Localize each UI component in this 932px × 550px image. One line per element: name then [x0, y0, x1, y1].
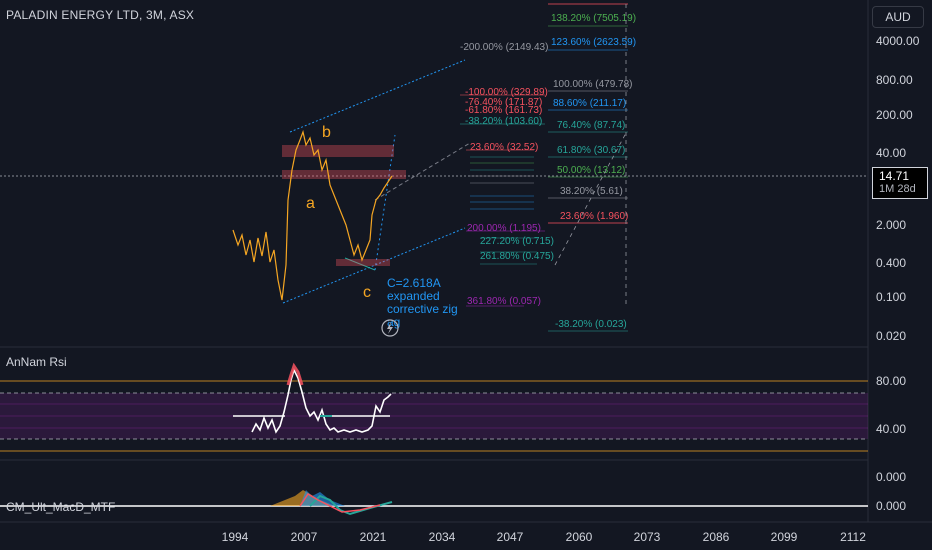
- symbol-title[interactable]: PALADIN ENERGY LTD, 3M, ASX: [6, 8, 195, 22]
- rsi-axis-80: 80.00: [876, 374, 906, 388]
- svg-text:C=2.618A: C=2.618A: [387, 276, 441, 290]
- price-axis-label: 40.00: [876, 146, 906, 160]
- fib-left-label: -76.40% (171.87): [465, 97, 542, 108]
- time-axis[interactable]: 1994 2007 2021 2034 2047 2060 2073 2086 …: [222, 530, 867, 544]
- last-price-tag: 14.71 1M 28d: [872, 167, 928, 199]
- macd-axis-zero: 0.000: [876, 499, 906, 513]
- fib-left-label: -100.00% (329.89): [465, 87, 548, 98]
- annotation-text[interactable]: C=2.618A expanded corrective zig ag: [387, 276, 458, 329]
- price-axis-label: 2.000: [876, 218, 906, 232]
- time-axis-label: 2047: [497, 530, 524, 544]
- fib-right-label: 88.60% (211.17): [553, 98, 626, 109]
- price-axis-label: 800.00: [876, 73, 913, 87]
- time-axis-label: 2112: [840, 530, 866, 544]
- fib-right-label: 61.80% (30.67): [557, 145, 625, 156]
- currency-button[interactable]: AUD: [872, 6, 924, 28]
- time-axis-label: 2060: [566, 530, 593, 544]
- time-axis-label: 2034: [429, 530, 456, 544]
- fib-right-levels[interactable]: 138.20% (7505.19) 123.60% (2623.59) 100.…: [548, 3, 636, 332]
- fib-right-label: 38.20% (5.61): [560, 186, 623, 197]
- macd-indicator-title[interactable]: CM_Ult_MacD_MTF: [6, 500, 116, 514]
- last-price: 14.71: [879, 169, 910, 183]
- fib-left-label: 361.80% (0.057): [467, 296, 541, 307]
- time-axis-label: 2099: [771, 530, 798, 544]
- fib-right-label: -38.20% (0.023): [555, 319, 627, 330]
- fib-left-label: -61.80% (161.73): [465, 105, 542, 116]
- wave-label-c: c: [363, 284, 371, 301]
- svg-text:corrective zig: corrective zig: [387, 302, 458, 316]
- time-axis-label: 2007: [291, 530, 318, 544]
- fib-right-label: 123.60% (2623.59): [551, 37, 636, 48]
- fib-right-label: 50.00% (13.12): [557, 165, 625, 176]
- wave-label-a: a: [306, 195, 315, 212]
- fib-left-label: -200.00% (2149.43): [460, 42, 548, 53]
- zone-resistance[interactable]: [282, 145, 394, 157]
- fib-left-levels[interactable]: -200.00% (2149.43) -100.00% (329.89) -76…: [460, 42, 554, 307]
- fib-left-label: 200.00% (1.195): [467, 223, 541, 234]
- rsi-pane[interactable]: 80.00 40.00: [0, 362, 906, 452]
- rsi-indicator-title[interactable]: AnNam Rsi: [6, 355, 67, 369]
- time-axis-label: 2021: [360, 530, 387, 544]
- fib-left-label: -38.20% (103.60): [465, 116, 542, 127]
- time-axis-label: 2086: [703, 530, 730, 544]
- fib-right-label: 138.20% (7505.19): [551, 13, 636, 24]
- bar-countdown: 1M 28d: [879, 183, 916, 195]
- price-axis-label: 0.100: [876, 290, 906, 304]
- fib-left-label: 227.20% (0.715): [480, 236, 554, 247]
- fib-left-label: 261.80% (0.475): [480, 251, 554, 262]
- price-axis-label: 0.020: [876, 329, 906, 343]
- time-axis-label: 2073: [634, 530, 661, 544]
- price-series[interactable]: [232, 129, 393, 301]
- fib-left-label: 23.60% (32.52): [470, 142, 538, 153]
- rsi-axis-40: 40.00: [876, 422, 906, 436]
- wave-label-b: b: [322, 124, 331, 141]
- macd-pane[interactable]: 0.000 0.000: [0, 470, 906, 516]
- price-axis-label: 200.00: [876, 108, 913, 122]
- price-axis-label: 4000.00: [876, 34, 920, 48]
- price-axis[interactable]: 4000.00 800.00 200.00 40.00 2.000 0.400 …: [876, 34, 920, 343]
- price-axis-label: 0.400: [876, 256, 906, 270]
- macd-axis-top: 0.000: [876, 470, 906, 484]
- time-axis-label: 1994: [222, 530, 249, 544]
- fib-right-label: 23.60% (1.960): [560, 211, 628, 222]
- fib-right-label: 76.40% (87.74): [557, 120, 625, 131]
- fib-right-label: 100.00% (479.78): [553, 79, 633, 90]
- svg-text:expanded: expanded: [387, 289, 440, 303]
- parallel-channel[interactable]: [282, 59, 471, 304]
- zone-support[interactable]: [336, 259, 390, 266]
- lightning-icon[interactable]: [381, 319, 399, 337]
- zone-current[interactable]: [282, 170, 406, 179]
